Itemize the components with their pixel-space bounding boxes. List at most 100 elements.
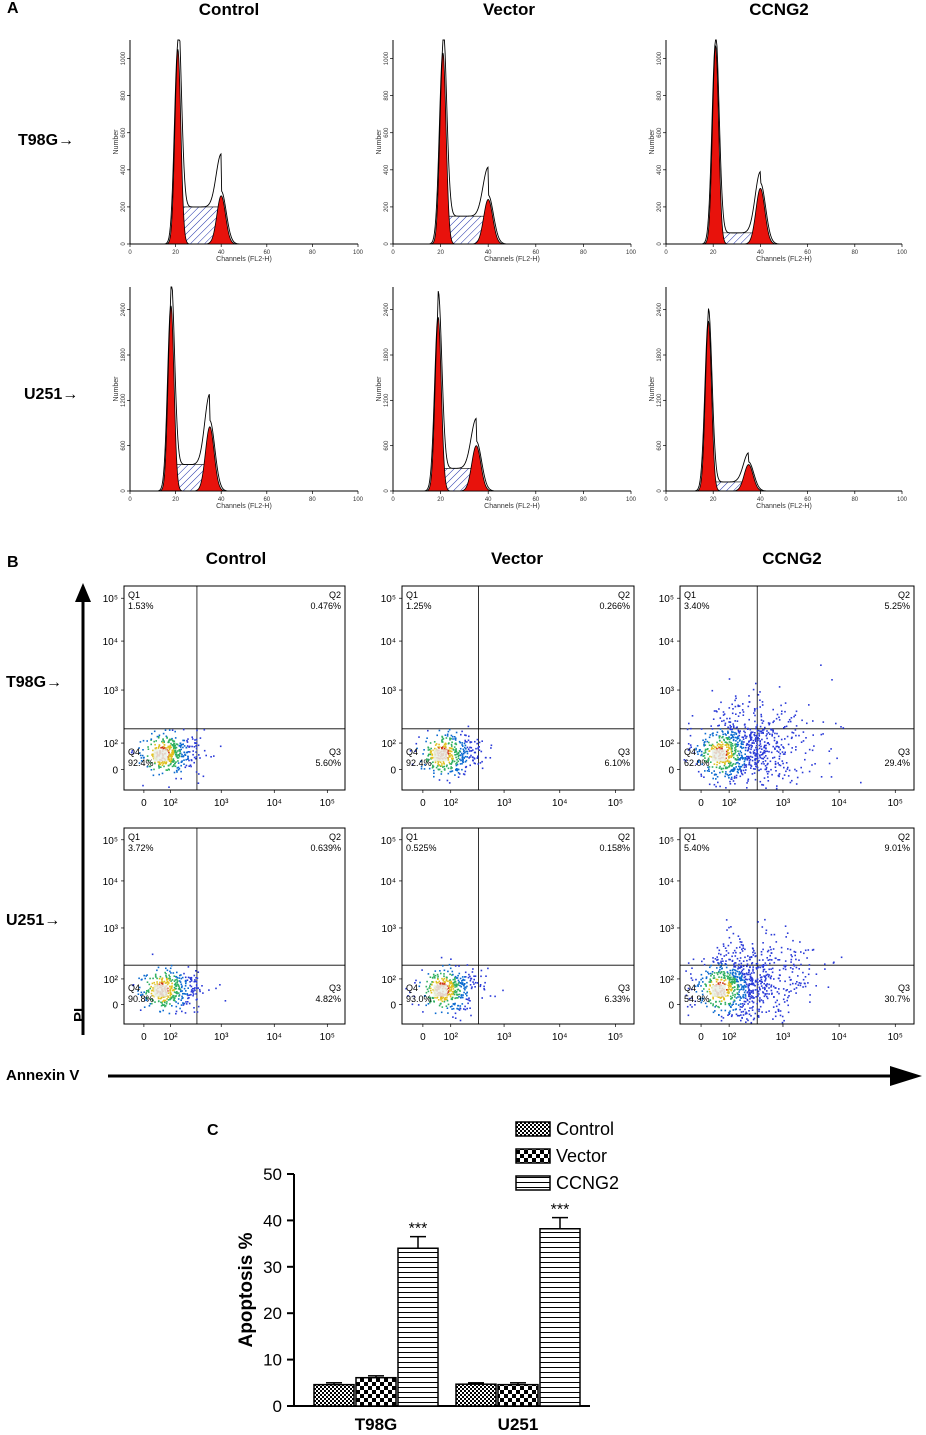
- flow-event-dot: [479, 762, 482, 764]
- flow-event-dot: [765, 984, 767, 986]
- flow-event-dot: [197, 971, 200, 973]
- flow-event-dot: [719, 997, 722, 999]
- flow-event-dot: [720, 741, 723, 743]
- flow-event-dot: [742, 1010, 745, 1013]
- flow-event-dot: [750, 738, 753, 741]
- flow-event-dot: [409, 991, 411, 994]
- histogram-y-tick-label: 200: [384, 201, 390, 212]
- flow-event-dot: [752, 752, 755, 755]
- flow-event-dot: [461, 730, 463, 733]
- flow-event-dot: [154, 1001, 156, 1003]
- flow-event-dot: [786, 932, 789, 934]
- flow-event-dot: [441, 741, 443, 743]
- flow-event-dot: [804, 752, 807, 754]
- flow-event-dot: [184, 979, 187, 982]
- flow-event-dot: [734, 758, 737, 761]
- flow-event-dot: [732, 976, 735, 979]
- flow-event-dot: [463, 742, 466, 745]
- flow-event-dot: [427, 746, 429, 749]
- flow-event-dot: [464, 986, 466, 988]
- flow-event-dot: [164, 982, 167, 984]
- flow-event-dot: [778, 988, 780, 990]
- flow-event-dot: [755, 682, 757, 685]
- flow-event-dot: [703, 776, 705, 778]
- flow-event-dot: [173, 991, 176, 993]
- flow-event-dot: [724, 762, 726, 765]
- flow-event-dot: [743, 973, 746, 975]
- flow-event-dot: [477, 763, 479, 765]
- flow-event-dot: [172, 744, 175, 746]
- flow-y-tick-label: 10⁵: [381, 594, 396, 605]
- flow-event-dot: [433, 975, 435, 978]
- flow-event-dot: [729, 747, 731, 749]
- flow-event-dot: [721, 720, 723, 722]
- flow-event-dot: [451, 996, 454, 999]
- flow-event-dot: [808, 704, 810, 706]
- flow-event-dot: [166, 978, 169, 980]
- flow-event-dot: [748, 1013, 751, 1016]
- flow-event-dot: [444, 746, 447, 749]
- flow-event-dot: [170, 996, 173, 999]
- flow-event-dot: [466, 985, 468, 988]
- flow-event-dot: [462, 983, 464, 985]
- flow-event-dot: [461, 756, 464, 759]
- flow-event-dot: [722, 982, 724, 984]
- flow-event-dot: [148, 759, 150, 762]
- flow-event-dot: [167, 992, 170, 994]
- flow-event-dot: [427, 749, 430, 751]
- histogram-x-tick-label: 100: [353, 250, 364, 256]
- flow-event-dot: [734, 731, 736, 734]
- flow-event-dot: [756, 730, 759, 732]
- flow-y-tick-label: 10⁵: [659, 594, 674, 605]
- flow-event-dot: [742, 960, 745, 962]
- flow-event-dot: [739, 979, 742, 982]
- flow-event-dot: [756, 967, 759, 969]
- flow-event-dot: [434, 761, 437, 764]
- flow-event-dot: [766, 742, 769, 744]
- flow-event-dot: [767, 780, 770, 782]
- flow-event-dot: [775, 770, 777, 772]
- flow-event-dot: [788, 769, 791, 772]
- histogram-y-tick-label: 400: [657, 164, 663, 175]
- flow-event-dot: [754, 989, 757, 991]
- flow-event-dot: [736, 1014, 739, 1017]
- flow-event-dot: [732, 971, 734, 974]
- flow-event-dot: [773, 720, 775, 722]
- flow-event-dot: [733, 966, 735, 968]
- flow-event-dot: [463, 979, 466, 981]
- flow-event-dot: [467, 976, 470, 979]
- flow-event-dot: [718, 708, 720, 710]
- flow-event-dot: [176, 771, 178, 773]
- flow-event-dot: [728, 752, 730, 754]
- flow-event-dot: [176, 743, 179, 746]
- flow-event-dot: [174, 991, 177, 994]
- flow-event-dot: [193, 987, 195, 990]
- flow-event-dot: [179, 974, 181, 977]
- flow-event-dot: [710, 975, 712, 977]
- flow-event-dot: [170, 742, 172, 745]
- flow-event-dot: [751, 756, 754, 758]
- flow-event-dot: [468, 750, 471, 752]
- flow-event-dot: [736, 743, 738, 745]
- flow-event-dot: [732, 994, 734, 996]
- flow-event-dot: [757, 1015, 760, 1017]
- flow-event-dot: [758, 759, 760, 762]
- flow-event-dot: [748, 1001, 751, 1003]
- flow-x-tick-label: 10²: [722, 798, 737, 809]
- flow-event-dot: [181, 976, 184, 979]
- flow-event-dot: [430, 762, 433, 765]
- flow-event-dot: [472, 968, 474, 970]
- flow-event-dot: [705, 970, 707, 973]
- flow-event-dot: [193, 980, 196, 983]
- flow-event-dot: [758, 1010, 760, 1013]
- flow-event-dot: [435, 743, 438, 745]
- flow-event-dot: [747, 985, 749, 987]
- flow-event-dot: [758, 986, 761, 989]
- histogram-x-tick-label: 0: [128, 250, 132, 256]
- flow-event-dot: [725, 767, 727, 769]
- flow-event-dot: [736, 758, 738, 761]
- flow-event-dot: [785, 964, 787, 967]
- flow-event-dot: [193, 756, 196, 759]
- flow-event-dot: [448, 761, 451, 764]
- flow-event-dot: [712, 996, 714, 999]
